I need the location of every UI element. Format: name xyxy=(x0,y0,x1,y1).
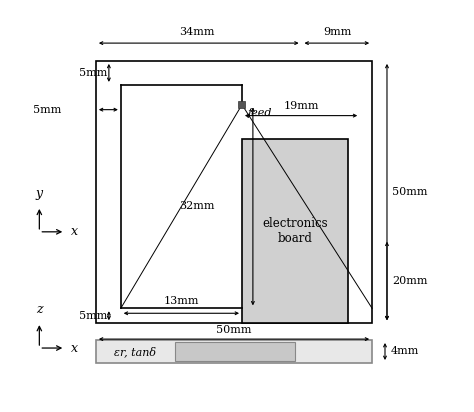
Text: 5mm: 5mm xyxy=(79,68,108,78)
Text: 9mm: 9mm xyxy=(323,27,352,37)
Bar xyxy=(96,61,372,323)
Text: 13mm: 13mm xyxy=(164,296,199,306)
Text: 32mm: 32mm xyxy=(179,201,214,211)
Text: feed: feed xyxy=(248,108,273,118)
Text: y: y xyxy=(36,187,43,200)
Text: z: z xyxy=(36,303,43,316)
Bar xyxy=(242,139,348,323)
Text: electronics
board: electronics board xyxy=(262,217,328,245)
Bar xyxy=(175,342,295,361)
Text: 5mm: 5mm xyxy=(79,311,108,321)
Text: 4mm: 4mm xyxy=(391,346,419,356)
Text: 20mm: 20mm xyxy=(392,276,428,286)
Text: x: x xyxy=(71,342,78,355)
Text: 34mm: 34mm xyxy=(180,27,215,37)
Bar xyxy=(96,340,372,363)
Text: x: x xyxy=(71,225,78,238)
Text: 50mm: 50mm xyxy=(216,325,252,335)
Text: 50mm: 50mm xyxy=(392,187,428,197)
Text: εr, tanδ: εr, tanδ xyxy=(114,346,156,357)
Text: 5mm: 5mm xyxy=(33,105,61,115)
Bar xyxy=(238,101,246,108)
Text: 19mm: 19mm xyxy=(284,101,319,111)
